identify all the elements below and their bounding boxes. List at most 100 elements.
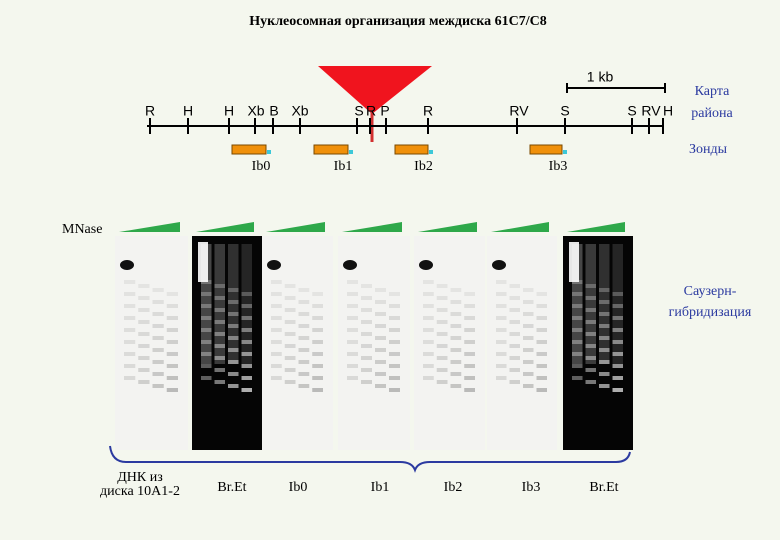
enzyme-label: MNase [62, 222, 102, 237]
band [152, 288, 164, 292]
band [436, 308, 448, 312]
method-label: гибридизация [669, 305, 752, 320]
band [228, 312, 239, 316]
band [450, 300, 462, 304]
band [375, 300, 386, 304]
band [312, 340, 323, 344]
band [509, 380, 520, 384]
band [214, 380, 225, 384]
method-label: Саузерн- [684, 284, 737, 299]
band [523, 348, 534, 352]
site-label: S [560, 103, 569, 119]
band [389, 328, 400, 332]
band [201, 364, 212, 368]
band [509, 332, 520, 336]
band [138, 368, 150, 372]
well-spot [492, 260, 506, 270]
band [284, 284, 296, 288]
band [436, 368, 448, 372]
band [166, 352, 178, 356]
band [599, 324, 610, 328]
band [585, 308, 596, 312]
band [464, 364, 475, 368]
band [389, 316, 400, 320]
band [241, 364, 252, 368]
band [375, 312, 386, 316]
band [375, 384, 386, 388]
smear [585, 244, 596, 364]
lane-label: Ib3 [522, 480, 541, 495]
band [124, 280, 136, 284]
band [523, 384, 534, 388]
band [214, 332, 225, 336]
band [312, 388, 323, 392]
band [572, 364, 583, 368]
band [464, 304, 475, 308]
band [361, 296, 372, 300]
band [271, 376, 282, 380]
band [214, 344, 225, 348]
band [312, 316, 323, 320]
band [496, 376, 507, 380]
site-label: S [354, 103, 363, 119]
band [241, 328, 252, 332]
band [375, 324, 386, 328]
probe-label: Ib3 [549, 159, 568, 174]
band [201, 304, 212, 308]
band [436, 320, 448, 324]
site-label: B [269, 103, 278, 119]
band [599, 372, 610, 376]
band [214, 320, 225, 324]
band [361, 320, 372, 324]
mnase-wedge [567, 222, 625, 232]
band [214, 356, 225, 360]
band [389, 304, 400, 308]
smear [241, 244, 252, 364]
lane-label: ДНК из [117, 470, 163, 485]
band [214, 368, 225, 372]
mnase-wedge [196, 222, 254, 232]
band [347, 376, 358, 380]
band [241, 340, 252, 344]
band [496, 280, 507, 284]
band [166, 376, 178, 380]
band [138, 284, 150, 288]
band [214, 296, 225, 300]
band [138, 344, 150, 348]
probe-tag [349, 150, 353, 154]
band [585, 296, 596, 300]
mnase-wedge [266, 222, 325, 232]
band [166, 388, 178, 392]
site-label: H [224, 103, 234, 119]
band [347, 280, 358, 284]
probes-label: Зонды [689, 142, 728, 157]
band [423, 364, 434, 368]
band [228, 384, 239, 388]
band [450, 336, 462, 340]
lane-label: Ib1 [371, 480, 390, 495]
smear [228, 244, 239, 364]
restriction-map: R H H Xb B Xb S R P R RV S S RV H [145, 103, 673, 134]
band [599, 336, 610, 340]
band [423, 340, 434, 344]
band [138, 320, 150, 324]
band [166, 364, 178, 368]
band [572, 292, 583, 296]
band [284, 356, 296, 360]
band [523, 300, 534, 304]
band [361, 368, 372, 372]
band [585, 344, 596, 348]
band [347, 340, 358, 344]
band [312, 376, 323, 380]
band [423, 280, 434, 284]
band [423, 304, 434, 308]
band [271, 364, 282, 368]
band [523, 336, 534, 340]
band [464, 388, 475, 392]
band [124, 376, 136, 380]
band [284, 320, 296, 324]
band [464, 292, 475, 296]
band [436, 380, 448, 384]
site-label: R [423, 103, 433, 119]
